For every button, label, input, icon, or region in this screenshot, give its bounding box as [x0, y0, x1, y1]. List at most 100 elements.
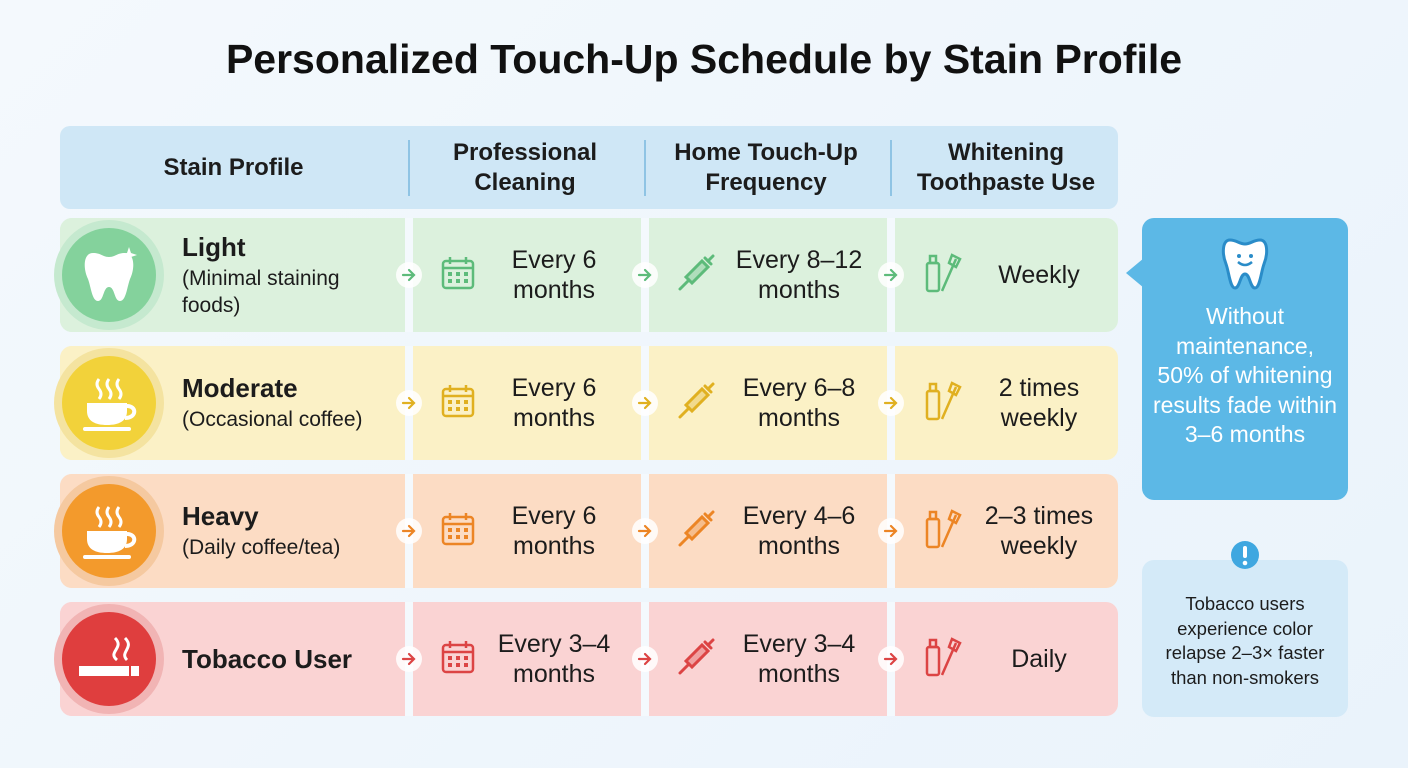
profile-description: (Daily coffee/tea) — [182, 536, 341, 559]
schedule-cell: Every 6–8 months — [648, 346, 884, 460]
arrow — [878, 262, 904, 288]
profile-label: Tobacco User — [182, 602, 402, 716]
callout-pointer — [1126, 258, 1144, 288]
cell-text: Every 6 months — [511, 374, 597, 432]
schedule-cell: 2–3 times weekly — [894, 474, 1118, 588]
arrow-icon — [401, 524, 416, 538]
arrow-icon — [401, 652, 416, 666]
arrow — [878, 646, 904, 672]
profile-icon — [62, 228, 156, 322]
syringe-icon — [678, 638, 715, 674]
syringe-icon — [678, 254, 715, 290]
cell-icon — [676, 509, 716, 554]
arrow — [396, 646, 422, 672]
cell-text: Every 8–12 months — [735, 246, 863, 304]
arrow-icon — [883, 268, 898, 282]
toothpaste-icon — [925, 636, 962, 676]
note: Tobacco users experience color relapse 2… — [1142, 541, 1348, 717]
profile-icon — [62, 612, 156, 706]
table-header: Stain Profile Professional Cleaning Home T… — [60, 126, 1118, 209]
arrow — [632, 646, 658, 672]
cell-text: Every 6 months — [511, 246, 597, 304]
cell-text: Daily — [1011, 645, 1067, 673]
tooth-icon — [1221, 238, 1269, 290]
header-cell: Home Touch-Up Frequency — [674, 138, 858, 196]
title: Personalized Touch-Up Schedule by Stain … — [225, 36, 1183, 82]
cell-icon — [676, 381, 716, 426]
schedule-cell: Daily — [894, 602, 1118, 716]
profile-label: Moderate (Occasional coffee) — [182, 346, 402, 460]
arrow-icon — [637, 396, 652, 410]
calendar-icon — [441, 512, 475, 545]
arrow — [632, 390, 658, 416]
header-cell: Stain Profile — [163, 153, 304, 181]
arrow-icon — [883, 524, 898, 538]
arrow-icon — [637, 524, 652, 538]
cell-icon — [922, 379, 962, 428]
syringe-icon — [678, 510, 715, 546]
cell-icon — [440, 255, 476, 296]
schedule-cell: Every 6 months — [412, 474, 638, 588]
schedule-cell: Every 6 months — [412, 218, 638, 332]
calendar-icon — [441, 640, 475, 673]
header-cell: Whitening Toothpaste Use — [916, 138, 1096, 196]
cell-text: 2 times weekly — [998, 374, 1080, 432]
alert-icon — [1231, 541, 1259, 569]
cell-text: Every 6–8 months — [742, 374, 856, 432]
cell-text: 2–3 times weekly — [984, 502, 1094, 560]
arrow-icon — [401, 396, 416, 410]
profile-description: (Minimal staining foods) — [182, 266, 340, 317]
schedule-cell: Every 8–12 months — [648, 218, 884, 332]
profile-icon — [62, 484, 156, 578]
cell-icon — [440, 511, 476, 552]
arrow — [878, 390, 904, 416]
arrow — [878, 518, 904, 544]
schedule-cell: Every 6 months — [412, 346, 638, 460]
schedule-cell: Every 3–4 months — [412, 602, 638, 716]
arrow-icon — [883, 396, 898, 410]
cell-text: Every 3–4 months — [497, 630, 611, 688]
tooth-icon — [84, 247, 137, 301]
callout-text: Without maintenance, 50% of whitening re… — [1152, 303, 1338, 447]
cell-text: Weekly — [998, 261, 1080, 289]
arrow — [396, 262, 422, 288]
header-separator — [890, 140, 892, 196]
arrow-icon — [637, 268, 652, 282]
table-row: Tobacco User Every 3–4 months Every 3–4 mo… — [60, 602, 1118, 716]
cell-text: Every 3–4 months — [742, 630, 856, 688]
callout: Without maintenance, 50% of whitening re… — [1126, 218, 1348, 500]
toothpaste-icon — [925, 380, 962, 420]
table-row: Light (Minimal staining foods) Every 6 mon… — [60, 218, 1118, 332]
profile-name: Tobacco User — [182, 643, 353, 674]
cell-icon — [440, 639, 476, 680]
cell-text: Every 6 months — [511, 502, 597, 560]
calendar-icon — [441, 384, 475, 417]
header-cell: Professional Cleaning — [452, 138, 598, 196]
cigarette-icon — [79, 636, 139, 676]
table-row: Heavy (Daily coffee/tea) Every 6 months Eve… — [60, 474, 1118, 588]
toothpaste-icon — [925, 508, 962, 548]
profile-description: (Occasional coffee) — [182, 408, 363, 431]
arrow — [632, 518, 658, 544]
profile-name: Light — [182, 231, 246, 262]
toothpaste-icon — [925, 252, 962, 292]
profile-icon — [62, 356, 156, 450]
cell-icon — [922, 507, 962, 556]
profile-label: Light (Minimal staining foods) — [182, 218, 402, 332]
schedule-cell: 2 times weekly — [894, 346, 1118, 460]
cell-icon — [676, 253, 716, 298]
schedule-cell: Every 3–4 months — [648, 602, 884, 716]
arrow-icon — [401, 268, 416, 282]
header-separator — [644, 140, 646, 196]
cell-icon — [922, 251, 962, 300]
profile-label: Heavy (Daily coffee/tea) — [182, 474, 402, 588]
cell-icon — [922, 635, 962, 684]
cell-text: Every 4–6 months — [742, 502, 856, 560]
profile-name: Heavy — [182, 501, 259, 531]
schedule-cell: Weekly — [894, 218, 1118, 332]
cell-icon — [440, 383, 476, 424]
cup-icon — [83, 378, 137, 431]
profile-name: Moderate — [182, 373, 298, 403]
syringe-icon — [678, 382, 715, 418]
